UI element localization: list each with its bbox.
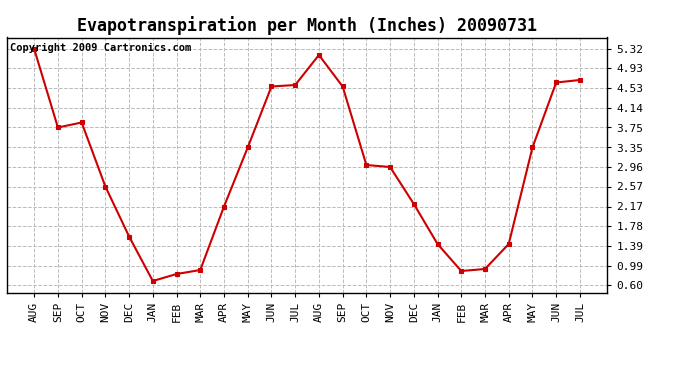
Text: Copyright 2009 Cartronics.com: Copyright 2009 Cartronics.com xyxy=(10,43,191,52)
Title: Evapotranspiration per Month (Inches) 20090731: Evapotranspiration per Month (Inches) 20… xyxy=(77,16,537,34)
